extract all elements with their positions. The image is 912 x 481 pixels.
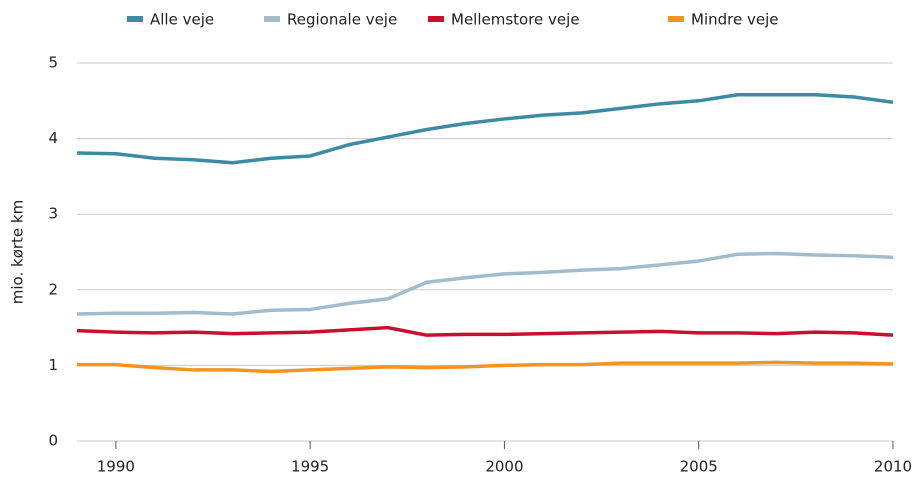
- legend-label: Alle veje: [150, 11, 214, 29]
- y-tick-label: 4: [48, 129, 58, 147]
- x-tick-label: 1995: [291, 458, 329, 476]
- legend-label: Regionale veje: [287, 11, 397, 29]
- y-tick-label: 5: [48, 54, 58, 72]
- y-axis-label: mio. kørte km: [9, 200, 27, 304]
- series-line: [76, 93, 894, 165]
- legend-swatch: [668, 16, 684, 22]
- legend-swatch: [127, 16, 143, 22]
- x-tick-label: 2005: [680, 458, 718, 476]
- legend-swatch: [428, 16, 444, 22]
- y-tick-label: 2: [48, 280, 58, 298]
- x-tick-label: 1990: [97, 458, 135, 476]
- legend-label: Mellemstore veje: [451, 11, 580, 29]
- legend-label: Mindre veje: [691, 11, 778, 29]
- x-tick-label: 2000: [485, 458, 523, 476]
- x-tick-label: 2010: [874, 458, 912, 476]
- y-tick-label: 3: [48, 205, 58, 223]
- y-tick-label: 0: [48, 432, 58, 450]
- series-line: [76, 325, 894, 337]
- series-line: [76, 251, 894, 316]
- legend-swatch: [264, 16, 280, 22]
- series-line: [77, 360, 894, 374]
- y-tick-label: 1: [48, 356, 58, 374]
